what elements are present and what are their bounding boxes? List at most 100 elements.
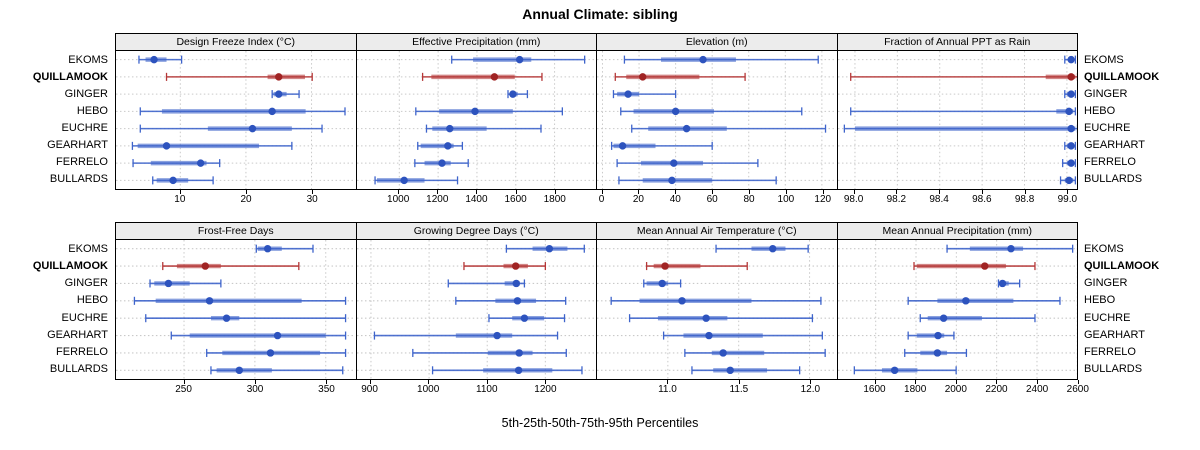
axis-tick <box>1037 380 1039 384</box>
median-dot <box>1066 90 1075 98</box>
station-label-gearhart-right: GEARHART <box>1084 139 1145 152</box>
axis-tick <box>853 190 855 194</box>
panel-plot-effective-precipitation-mm <box>356 51 596 189</box>
station-label-quillamook-left: QUILLAMOOK <box>32 259 108 272</box>
axis-tick <box>810 380 812 384</box>
panel-mean-annual-air-temperature-c: Mean Annual Air Temperature (°C) 11.0 11.5… <box>596 222 838 397</box>
panel-plot-growing-degree-days-c <box>356 240 596 379</box>
station-label-bullards-left: BULLARDS <box>49 363 108 376</box>
panel-plot-area-fraction-of-annual-ppt-as-rain <box>836 51 1078 190</box>
series-ginger <box>271 90 300 99</box>
axis-tick-label: 1600 <box>863 384 886 395</box>
station-label-ekoms-right: EKOMS <box>1084 242 1124 255</box>
series-gearhart <box>373 331 558 340</box>
trellis-row-bottom: Frost-Free Days 250 300 350 Growing Degree D… <box>115 222 1089 397</box>
axis-tick-label: 1200 <box>426 194 449 205</box>
median-dot <box>678 297 686 305</box>
station-label-ginger-right: GINGER <box>1084 87 1128 100</box>
station-label-ferrelo-right: FERRELO <box>1084 346 1136 359</box>
station-label-bullards-right: BULLARDS <box>1084 363 1143 376</box>
median-dot <box>1066 159 1075 167</box>
series-hebo <box>414 107 563 116</box>
median-dot <box>658 279 666 288</box>
series-ferrelo <box>206 348 347 357</box>
median-dot <box>1066 55 1075 64</box>
panel-strip-design-freeze-index-c: Design Freeze Index (°C) <box>115 33 357 51</box>
panel-strip-mean-annual-precipitation-mm: Mean Annual Precipitation (mm) <box>836 222 1078 240</box>
median-dot <box>399 176 408 185</box>
median-dot <box>263 244 272 253</box>
series-euchre <box>145 314 347 323</box>
series-bullards <box>210 366 344 375</box>
median-dot <box>273 331 282 340</box>
series-euchre <box>843 124 1077 133</box>
axis-tick-label: 2400 <box>1026 384 1049 395</box>
axis-tick-label: 100 <box>777 194 795 205</box>
series-euchre <box>487 314 565 323</box>
panel-plot-elevation-m <box>597 51 837 189</box>
axis-tick <box>398 190 400 194</box>
axis-tick <box>638 190 640 194</box>
station-label-ekoms-left: EKOMS <box>68 242 108 255</box>
median-dot <box>162 142 171 150</box>
axis-tick-label: 0 <box>598 194 605 205</box>
series-ferrelo <box>132 159 221 168</box>
axis-tick-label: 20 <box>240 194 252 205</box>
axis-tick-label: 11.0 <box>658 384 677 395</box>
station-label-ekoms-right: EKOMS <box>1084 53 1124 66</box>
series-ekoms <box>505 244 585 253</box>
station-label-bullards-left: BULLARDS <box>49 173 108 186</box>
series-ginger <box>612 90 677 99</box>
median-dot <box>513 297 521 305</box>
series-quillamook <box>462 262 546 271</box>
median-dot <box>618 142 627 150</box>
median-dot <box>961 297 970 305</box>
median-dot <box>671 107 680 116</box>
series-ginger <box>643 279 682 288</box>
median-dot <box>248 124 257 133</box>
panel-fraction-of-annual-ppt-as-rain: Fraction of Annual PPT as Rain 98.0 98.2 98… <box>836 33 1078 208</box>
station-label-ginger-left: GINGER <box>64 87 108 100</box>
series-ekoms <box>945 244 1073 253</box>
series-ginger <box>447 279 525 288</box>
axis-tick-label: 120 <box>814 194 832 205</box>
axis-tick <box>667 380 669 384</box>
series-euchre <box>139 124 323 133</box>
series-bullards <box>431 366 583 375</box>
series-bullards <box>1059 176 1076 185</box>
axis-tick-label: 2000 <box>944 384 967 395</box>
median-dot <box>699 55 707 64</box>
station-label-ferrelo-left: FERRELO <box>56 156 108 169</box>
station-label-gearhart-left: GEARHART <box>47 139 108 152</box>
axis-tick-label: 40 <box>669 194 681 205</box>
series-gearhart <box>170 331 347 340</box>
series-quillamook <box>645 262 748 271</box>
series-bullards <box>691 366 801 375</box>
median-dot <box>508 90 517 98</box>
series-quillamook <box>162 262 300 271</box>
station-label-ferrelo-right: FERRELO <box>1084 156 1136 169</box>
series-ferrelo <box>1061 159 1076 168</box>
median-dot <box>222 314 231 322</box>
axis-tick <box>1067 190 1069 194</box>
panel-axis-effective-precipitation-mm: 1000 1200 1400 1600 1800 <box>356 190 598 207</box>
median-dot <box>726 366 734 375</box>
axis-tick <box>246 190 247 194</box>
axis-tick-label: 1400 <box>465 194 488 205</box>
axis-tick <box>554 190 556 194</box>
station-label-ferrelo-left: FERRELO <box>56 346 108 359</box>
page-title: Annual Climate: sibling <box>522 6 678 22</box>
panel-plot-area-mean-annual-precipitation-mm <box>836 240 1078 380</box>
axis-tick-label: 350 <box>318 384 335 395</box>
axis-tick <box>915 380 917 384</box>
axis-tick <box>939 190 941 194</box>
station-label-quillamook-left: QUILLAMOOK <box>32 70 108 83</box>
median-dot <box>514 366 522 375</box>
median-dot <box>670 159 678 167</box>
series-euchre <box>425 124 542 133</box>
series-ferrelo <box>616 159 759 168</box>
median-dot <box>266 349 275 357</box>
median-dot <box>545 244 553 253</box>
median-dot <box>1064 107 1073 116</box>
